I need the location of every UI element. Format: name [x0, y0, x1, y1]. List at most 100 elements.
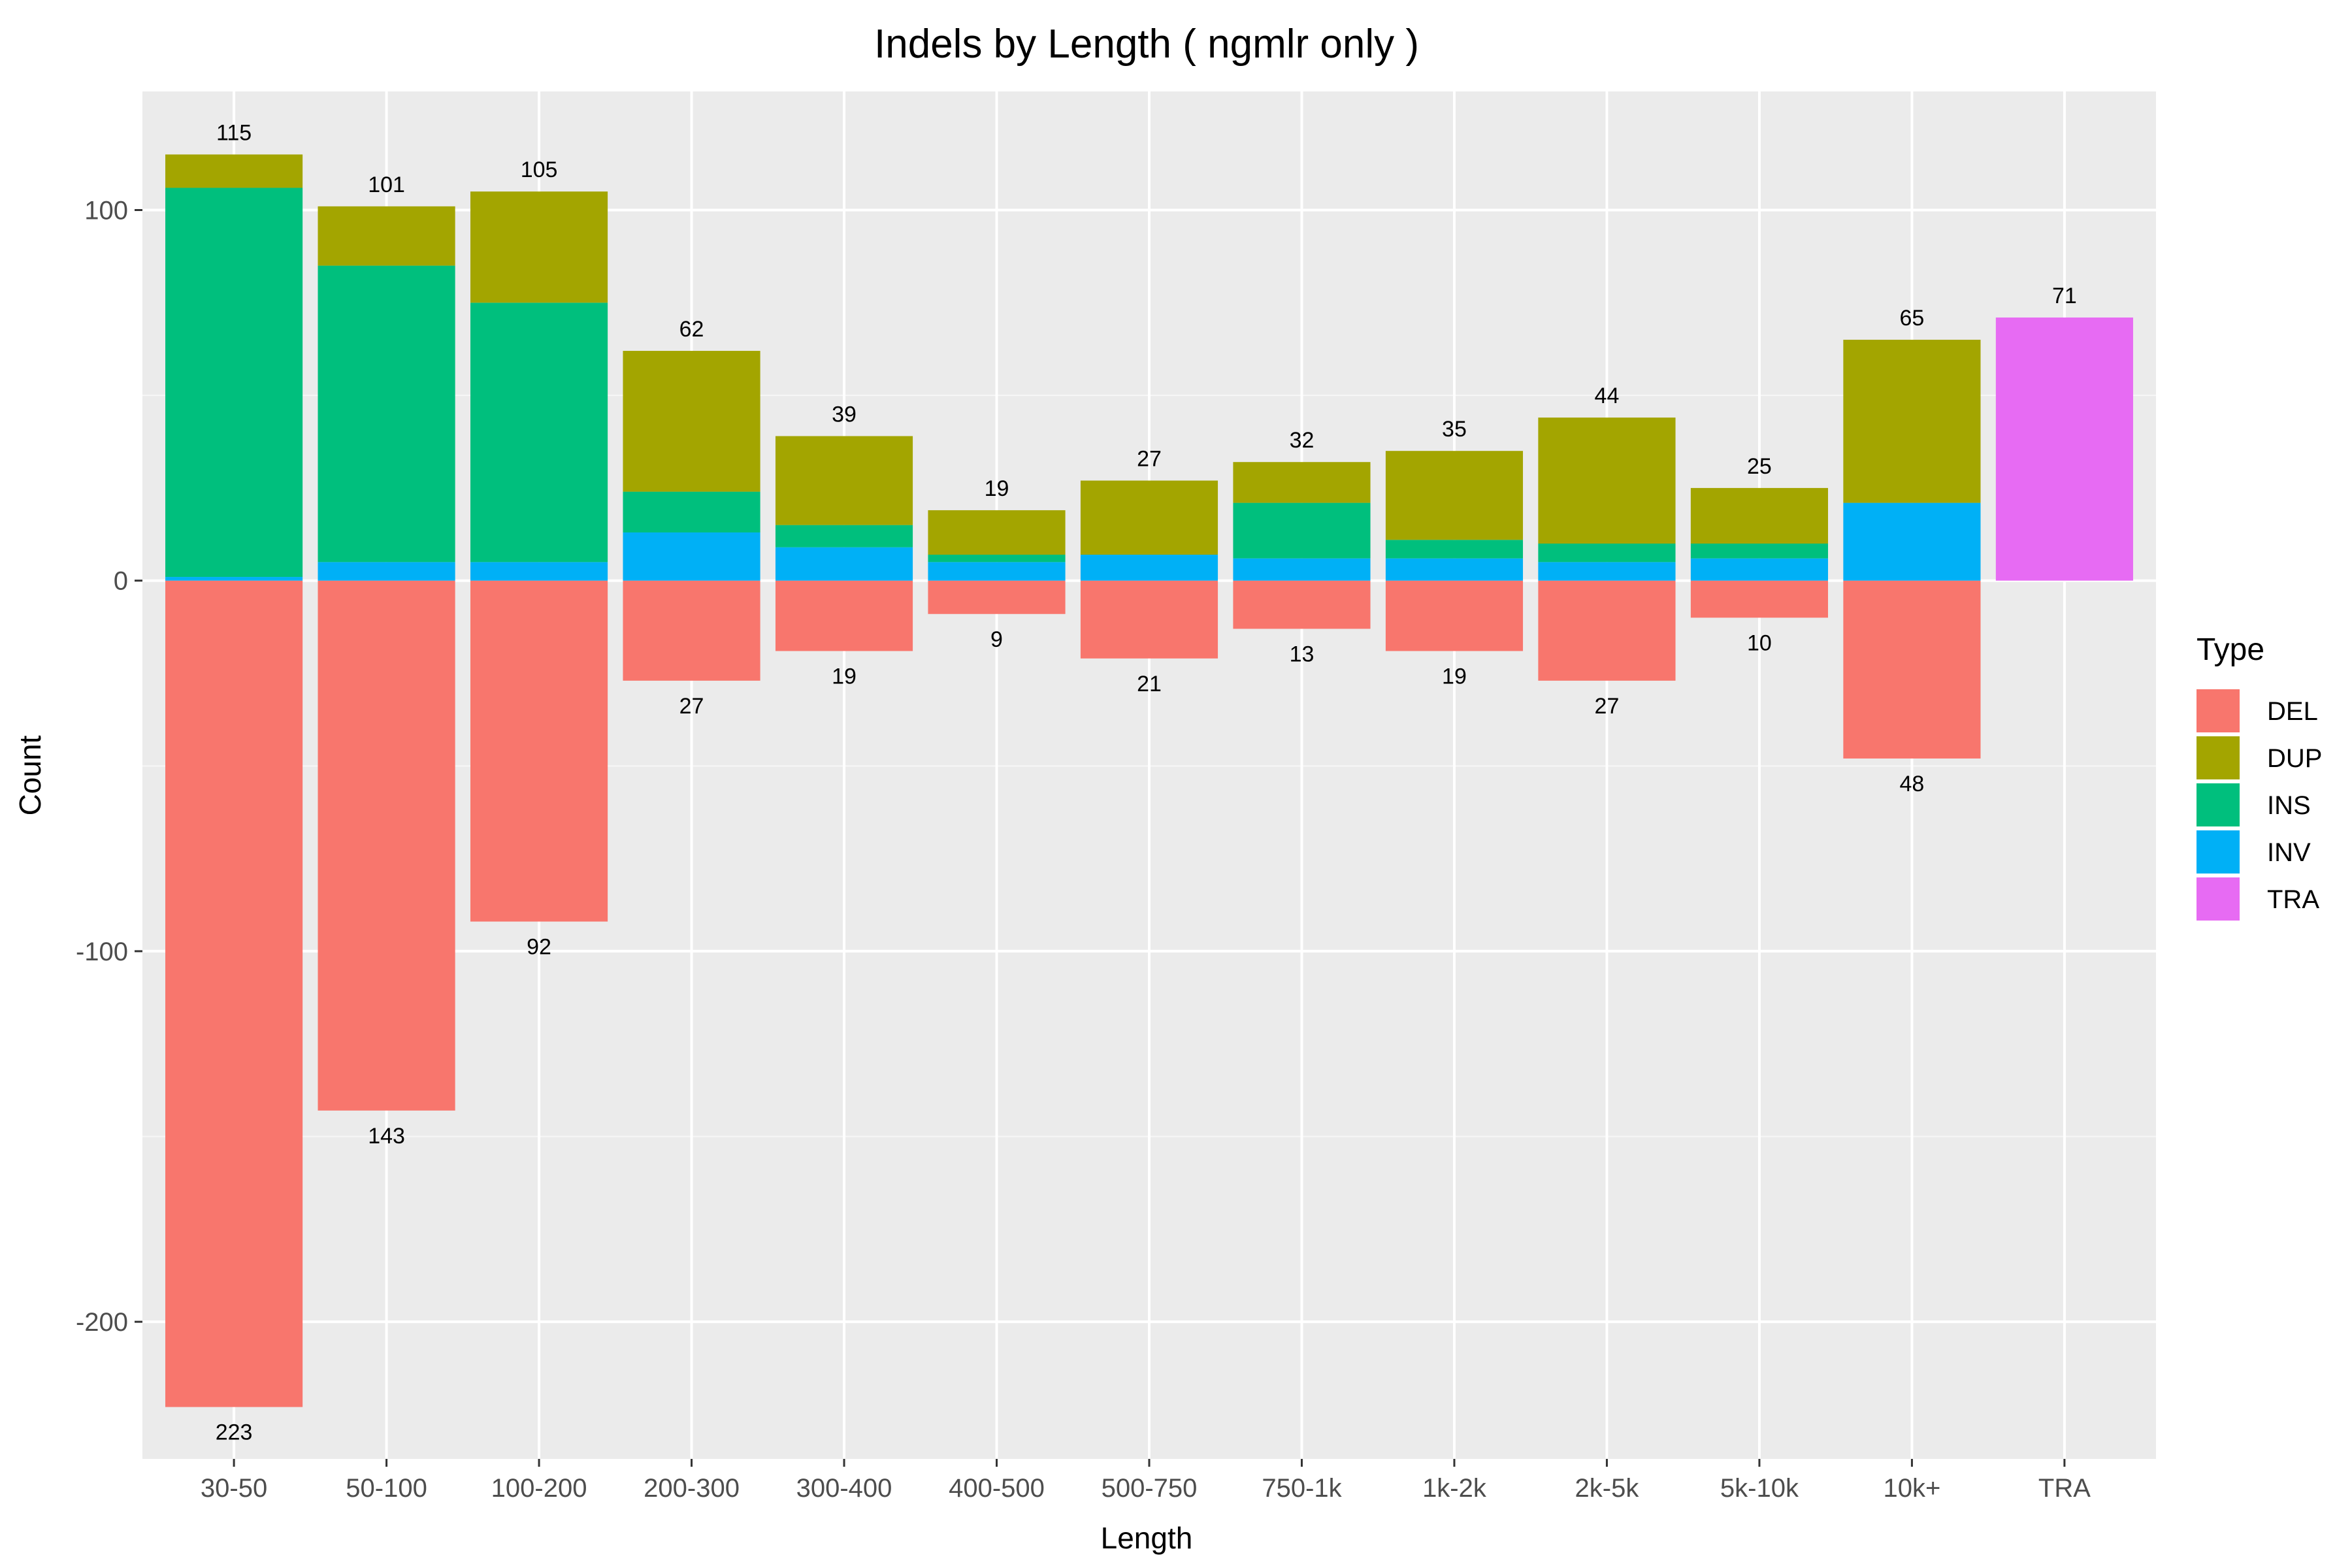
legend-label-del: DEL	[2267, 697, 2318, 726]
bar-dup-2k-5k	[1538, 417, 1676, 544]
bottom-label-50-100: 143	[368, 1124, 405, 1149]
legend-label-inv: INV	[2267, 838, 2311, 867]
x-tick-label-300-400: 300-400	[796, 1474, 892, 1503]
bar-inv-200-300	[623, 532, 760, 581]
bar-dup-100-200	[470, 191, 608, 303]
bar-inv-5k-10k	[1690, 558, 1829, 581]
bar-stacks	[165, 154, 2133, 1407]
bar-dup-400-500	[928, 510, 1066, 555]
y-tick-label: 0	[114, 567, 128, 596]
top-label-50-100: 101	[368, 172, 405, 197]
x-tick-label-500-750: 500-750	[1102, 1474, 1198, 1503]
top-label-1k-2k: 35	[1442, 417, 1467, 442]
y-tick-label: 100	[84, 197, 128, 225]
x-tick-label-750-1k: 750-1k	[1262, 1474, 1342, 1503]
bar-dup-500-750	[1080, 480, 1218, 555]
bar-inv-750-1k	[1233, 558, 1371, 581]
bottom-label-200-300: 27	[679, 694, 704, 719]
x-tick-label-400-500: 400-500	[949, 1474, 1045, 1503]
top-label-2k-5k: 44	[1595, 384, 1620, 408]
legend-title: Type	[2197, 632, 2264, 667]
bottom-label-750-1k: 13	[1290, 642, 1315, 666]
legend-label-ins: INS	[2267, 791, 2311, 820]
x-tick-label-50-100: 50-100	[346, 1474, 427, 1503]
bottom-label-500-750: 21	[1137, 672, 1162, 696]
bar-dup-10k	[1843, 340, 1981, 503]
top-label-400-500: 19	[985, 476, 1009, 501]
bar-inv-2k-5k	[1538, 562, 1676, 581]
bar-ins-750-1k	[1233, 502, 1371, 559]
bar-ins-300-400	[775, 525, 913, 547]
top-label-30-50: 115	[216, 120, 252, 145]
bar-del-100-200	[470, 580, 608, 922]
bar-ins-30-50	[165, 188, 303, 578]
bottom-label-300-400: 19	[832, 664, 857, 689]
bar-ins-100-200	[470, 302, 608, 563]
top-label-200-300: 62	[679, 317, 704, 342]
legend-swatch-tra	[2197, 877, 2240, 921]
bar-del-400-500	[928, 580, 1066, 614]
bottom-label-1k-2k: 19	[1442, 664, 1467, 689]
bar-del-750-1k	[1233, 580, 1371, 629]
bar-ins-1k-2k	[1385, 540, 1524, 559]
bar-del-50-100	[318, 580, 455, 1111]
bar-del-300-400	[775, 580, 913, 651]
y-tick-label: -200	[76, 1308, 128, 1337]
bar-ins-400-500	[928, 555, 1066, 563]
legend-swatch-ins	[2197, 783, 2240, 826]
bar-inv-50-100	[318, 562, 455, 581]
y-tick-label: -100	[76, 938, 128, 966]
bar-del-2k-5k	[1538, 580, 1676, 681]
x-axis-title: Length	[1101, 1521, 1193, 1555]
top-label-10k: 65	[1900, 306, 1925, 331]
legend: Type DEL DUP INS INV TRA	[2197, 632, 2322, 921]
x-tick-label-1k-2k: 1k-2k	[1422, 1474, 1487, 1503]
bar-del-200-300	[623, 580, 760, 681]
bottom-label-2k-5k: 27	[1595, 694, 1620, 719]
x-tick-label-2k-5k: 2k-5k	[1575, 1474, 1640, 1503]
bar-del-30-50	[165, 580, 303, 1407]
bar-inv-100-200	[470, 562, 608, 581]
top-label-300-400: 39	[832, 402, 857, 427]
bar-inv-10k	[1843, 502, 1981, 581]
top-label-tra: 71	[2052, 284, 2077, 308]
bottom-label-100-200: 92	[527, 935, 551, 960]
legend-label-dup: DUP	[2267, 744, 2322, 773]
bar-ins-5k-10k	[1690, 543, 1829, 559]
bar-del-5k-10k	[1690, 580, 1829, 618]
bar-tra-tra	[1995, 317, 2133, 581]
bar-dup-300-400	[775, 436, 913, 525]
bar-del-1k-2k	[1385, 580, 1524, 651]
bar-ins-200-300	[623, 491, 760, 532]
top-label-750-1k: 32	[1290, 428, 1315, 453]
bar-del-10k	[1843, 580, 1981, 759]
x-tick-label-tra: TRA	[2038, 1474, 2091, 1503]
x-tick-label-200-300: 200-300	[644, 1474, 740, 1503]
bar-inv-400-500	[928, 562, 1066, 581]
legend-swatch-del	[2197, 689, 2240, 732]
bottom-label-400-500: 9	[990, 627, 1003, 652]
bar-inv-30-50	[165, 577, 303, 581]
bar-ins-2k-5k	[1538, 543, 1676, 563]
x-tick-label-10k: 10k+	[1883, 1474, 1940, 1503]
bar-dup-1k-2k	[1385, 451, 1524, 540]
bottom-label-30-50: 223	[216, 1420, 253, 1445]
bar-dup-30-50	[165, 154, 303, 188]
top-label-500-750: 27	[1137, 447, 1162, 472]
chart-title: Indels by Length ( ngmlr only )	[874, 22, 1419, 67]
y-axis: 100 0 -100 -200	[76, 197, 142, 1337]
legend-label-tra: TRA	[2267, 885, 2319, 914]
top-label-100-200: 105	[521, 157, 558, 182]
y-axis-title: Count	[13, 735, 47, 815]
bottom-label-10k: 48	[1900, 772, 1925, 796]
bar-inv-1k-2k	[1385, 558, 1524, 581]
legend-swatch-dup	[2197, 736, 2240, 779]
data-labels: 115 223 101 143 105 92 62 27 39 19 19 9 27 21 32 13 35 19…	[216, 120, 2077, 1445]
legend-swatch-inv	[2197, 830, 2240, 874]
bar-ins-50-100	[318, 265, 455, 563]
bar-inv-500-750	[1080, 555, 1218, 581]
bar-inv-300-400	[775, 547, 913, 581]
x-tick-label-30-50: 30-50	[201, 1474, 267, 1503]
bar-dup-200-300	[623, 351, 760, 492]
x-tick-label-5k-10k: 5k-10k	[1720, 1474, 1799, 1503]
